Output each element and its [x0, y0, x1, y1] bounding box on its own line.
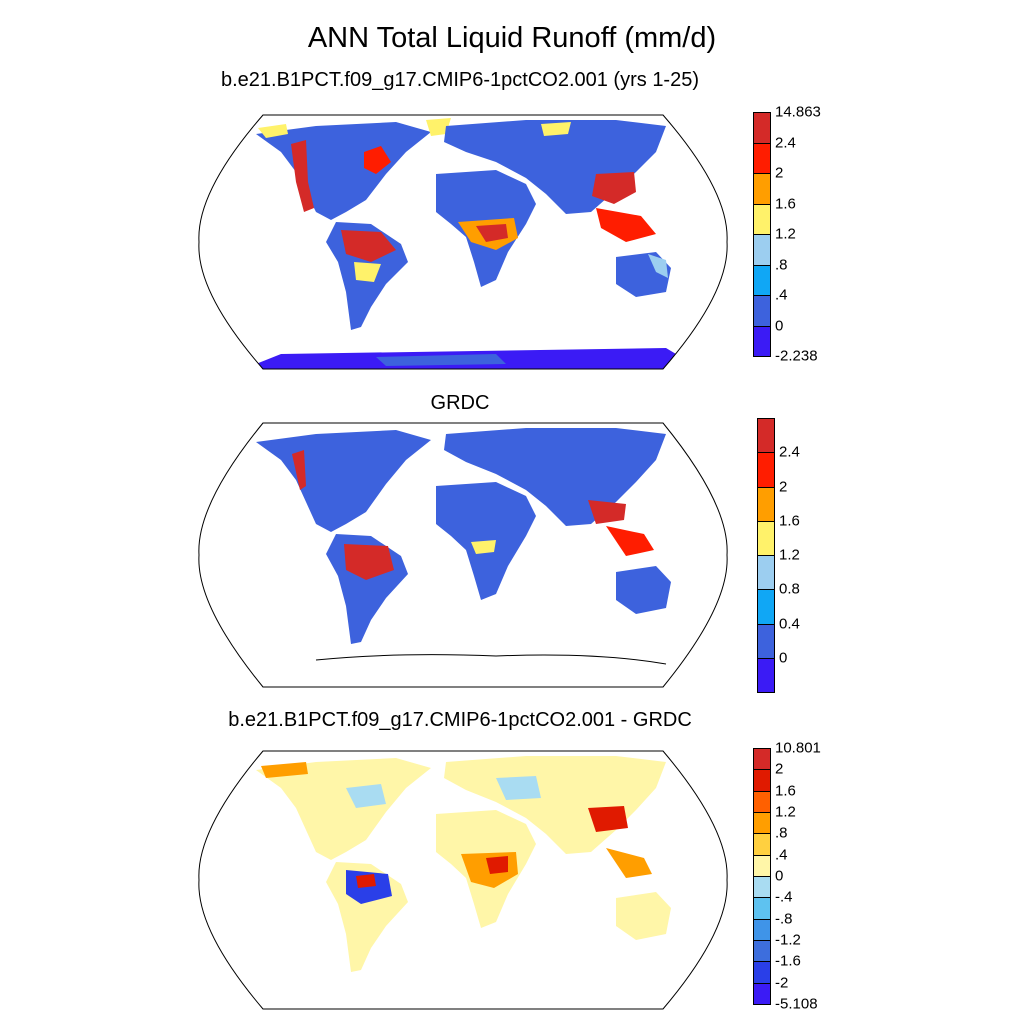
- na-east-light-blue: [346, 784, 386, 808]
- colorbar-segment: [757, 520, 775, 556]
- colorbar-segment: [757, 589, 775, 625]
- colorbar-label: 1.2: [779, 546, 800, 564]
- se-asia-high: [596, 208, 656, 242]
- colorbar-label: .4: [775, 286, 788, 304]
- australia-east: [648, 254, 668, 278]
- colorbar-segment: [753, 769, 771, 792]
- colorbar-segment: [753, 918, 771, 941]
- north-america-diff: [256, 758, 431, 860]
- north-america-runoff: [256, 430, 431, 532]
- colorbar-label: 0: [775, 317, 784, 334]
- colorbar-segment: [753, 812, 771, 835]
- colorbar-label: -5.108: [775, 995, 818, 1013]
- australia-runoff: [616, 566, 671, 614]
- colorbar-segment: [757, 418, 775, 454]
- east-asia-high: [588, 500, 626, 524]
- se-asia-high: [606, 526, 654, 556]
- colorbar-segment: [753, 961, 771, 984]
- na-arctic-yellow: [258, 124, 288, 138]
- colorbar-label: 0.4: [779, 615, 800, 632]
- colorbar-segment: [757, 555, 775, 591]
- na-greenland: [426, 118, 451, 136]
- colorbar-segment: [757, 657, 775, 693]
- eurasia-runoff: [444, 428, 666, 526]
- colorbar-label: 1.6: [775, 782, 796, 800]
- amazon-high: [341, 230, 396, 262]
- antarctica-blue: [376, 354, 506, 366]
- colorbar-label: -.8: [775, 910, 793, 928]
- na-west-coast-high: [292, 450, 306, 490]
- colorbar-segment: [753, 295, 771, 327]
- africa-tropical-yellow: [471, 540, 496, 554]
- na-north-orange: [261, 762, 308, 778]
- colorbar-segment: [753, 325, 771, 357]
- east-asia-high: [588, 806, 628, 832]
- panel-3-title: b.e21.B1PCT.f09_g17.CMIP6-1pctCO2.001 - …: [228, 709, 692, 731]
- colorbar-label: -1.2: [775, 931, 801, 949]
- colorbar-label: 1.6: [775, 195, 796, 212]
- panel-2-colorbar: 0 0.4 0.8 1.2 1.6 2 2.4: [757, 418, 847, 693]
- colorbar-segment: [753, 790, 771, 813]
- north-america-runoff: [256, 122, 431, 220]
- colorbar-label: 2: [775, 760, 784, 778]
- colorbar-label: -1.6: [775, 952, 801, 970]
- na-east-high: [364, 146, 391, 174]
- colorbar-label: -2: [775, 974, 789, 992]
- colorbar-segment: [753, 264, 771, 296]
- colorbar-segment: [753, 876, 771, 899]
- figure-title: ANN Total Liquid Runoff (mm/d): [307, 22, 717, 54]
- colorbar-label: 2: [775, 164, 784, 182]
- colorbar-label: 2.4: [775, 134, 796, 151]
- colorbar-label: .8: [775, 824, 788, 842]
- colorbar-label: .8: [775, 256, 788, 273]
- panel-2-title: GRDC: [430, 392, 490, 414]
- panel-2-map: [198, 422, 728, 688]
- australia-diff: [616, 892, 671, 940]
- colorbar-segment: [753, 142, 771, 174]
- africa-tropical-red: [476, 224, 508, 242]
- colorbar-segment: [753, 748, 771, 771]
- na-west-coast-high: [291, 140, 314, 212]
- panel-1-colorbar: -2.238 0 .4 .8 1.2 1.6 2 2.4 14.863: [753, 104, 843, 365]
- colorbar-segment: [753, 897, 771, 920]
- colorbar-segment: [757, 452, 775, 488]
- eurasia-light-blue: [496, 776, 541, 800]
- colorbar-label: 14.863: [775, 103, 821, 121]
- colorbar-label: 2: [779, 478, 788, 495]
- panel-3-colorbar: -5.108 -2 -1.6 -1.2 -.8 -.4 0 .4 .8 1.2 1.6 2 10.801: [753, 740, 843, 1013]
- colorbar-segment: [753, 234, 771, 266]
- sa-yellow: [354, 262, 381, 282]
- colorbar-segment: [753, 982, 771, 1005]
- colorbar-label: 0.8: [779, 580, 800, 598]
- colorbar-segment: [753, 173, 771, 205]
- panel-3-map: [198, 750, 728, 1010]
- colorbar-segment: [757, 623, 775, 659]
- colorbar-label: 1.6: [779, 512, 800, 530]
- colorbar-segment: [753, 940, 771, 963]
- se-asia-orange: [606, 848, 652, 878]
- colorbar-segment: [753, 854, 771, 877]
- colorbar-segment: [753, 833, 771, 856]
- east-asia-high: [592, 172, 636, 204]
- eurasia-yellow: [541, 122, 571, 136]
- colorbar-segment: [753, 203, 771, 235]
- colorbar-label: 1.2: [775, 803, 796, 821]
- colorbar-label: 1.2: [775, 225, 796, 243]
- africa-tropical-red: [486, 856, 508, 874]
- amazon-red: [356, 874, 376, 888]
- panel-1-title: b.e21.B1PCT.f09_g17.CMIP6-1pctCO2.001 (y…: [220, 69, 700, 91]
- panel-1-map: [198, 114, 728, 370]
- colorbar-label: 10.801: [775, 739, 821, 757]
- colorbar-label: .4: [775, 846, 788, 864]
- colorbar-segment: [753, 112, 771, 144]
- colorbar-segment: [757, 486, 775, 522]
- colorbar-label: 0: [779, 649, 788, 667]
- colorbar-label: 2.4: [779, 443, 800, 461]
- colorbar-label: -.4: [775, 888, 793, 906]
- colorbar-label: -2.238: [775, 347, 818, 365]
- amazon-high: [344, 544, 394, 580]
- colorbar-label: 0: [775, 867, 784, 885]
